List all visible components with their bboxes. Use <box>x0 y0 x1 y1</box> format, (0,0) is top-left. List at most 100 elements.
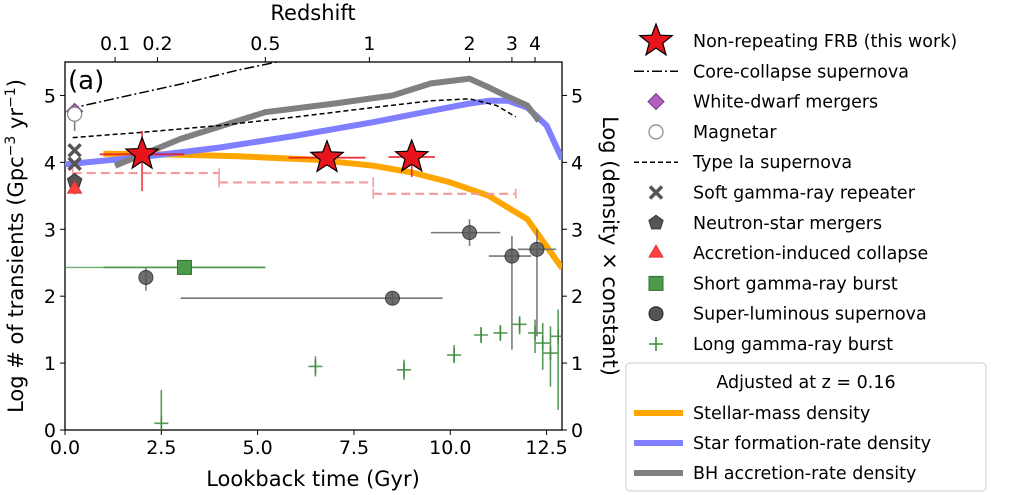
lgrb-point-2 <box>308 359 323 374</box>
slsn-point-2 <box>384 290 400 306</box>
y-right-tick-label-4: 3 <box>571 219 583 241</box>
y-tick-label-1: 0 <box>44 420 56 442</box>
panel-label: (a) <box>68 66 104 96</box>
legend-label-frb: Non-repeating FRB (this work) <box>693 32 957 52</box>
legend-item-aic: Accretion-induced collapse <box>648 244 928 264</box>
legend-item-frb: Non-repeating FRB (this work) <box>638 22 957 57</box>
legend-label-lgrb: Long gamma-ray burst <box>693 335 893 355</box>
legend-item-lgrb: Long gamma-ray burst <box>649 335 893 355</box>
legend-item-sgrb: Short gamma-ray burst <box>648 274 898 294</box>
legend-marker-sgr <box>648 185 664 200</box>
frb-range-2 <box>218 177 374 188</box>
y-tick-label-5: 4 <box>44 152 56 174</box>
legend-label-mag: Magnetar <box>693 123 777 143</box>
sgr-point-1 <box>67 143 82 158</box>
lgrb-point-6 <box>493 325 508 340</box>
x-tick-label-2: 2.5 <box>146 437 176 459</box>
legend: Non-repeating FRB (this work) Core-collap… <box>634 22 957 355</box>
legend-label-wd: White-dwarf mergers <box>693 93 878 113</box>
lgrb-point-11 <box>551 329 562 344</box>
slsn-point-3 <box>462 225 478 241</box>
y-right-tick-label-2: 1 <box>571 353 583 375</box>
lgrb-point-3 <box>397 362 412 377</box>
top-tick-label-1: 0.1 <box>100 33 130 55</box>
y-tick-label-2: 1 <box>44 353 56 375</box>
y-tick-label-4: 3 <box>44 219 56 241</box>
legend-item-ccsn: Core-collapse supernova <box>634 62 909 82</box>
legend-label-aic: Accretion-induced collapse <box>693 244 928 264</box>
legend-label-sgr: Soft gamma-ray repeater <box>693 184 916 204</box>
legend-label-slsn: Super-luminous supernova <box>693 305 927 325</box>
legend-marker-sgrb <box>648 275 664 291</box>
y-right-tick-label-5: 4 <box>571 152 583 174</box>
slsn-point-5 <box>529 241 545 257</box>
legend-item-slsn: Super-luminous supernova <box>648 305 927 325</box>
x-tick-label-4: 7.5 <box>339 437 369 459</box>
density-legend-title: Adjusted at z = 0.16 <box>716 373 895 393</box>
y-right-tick-label-6: 5 <box>571 85 583 107</box>
x-tick-label-5: 10.0 <box>429 437 471 459</box>
density-legend-label-bhard: BH accretion-rate density <box>693 464 916 484</box>
lgrb-point-9 <box>535 336 550 351</box>
top-tick-label-7: 4 <box>529 33 541 55</box>
legend-item-sgr: Soft gamma-ray repeater <box>648 184 916 204</box>
aic-point-1 <box>66 180 83 194</box>
y-tick-label-6: 5 <box>44 85 56 107</box>
legend-marker-lgrb <box>649 337 663 351</box>
sgr-point-2 <box>67 156 82 171</box>
y-axis-label-right: Log (density × constant) <box>598 116 622 376</box>
lgrb-point-8 <box>528 325 543 340</box>
density-legend-box <box>625 362 987 492</box>
y-axis-label-left: Log # of transients (Gpc−3 yr−1) <box>3 79 28 413</box>
density-legend-item-bhard: BH accretion-rate density <box>634 464 916 484</box>
frb-point-2 <box>309 138 345 173</box>
top-tick-label-4: 1 <box>363 33 375 55</box>
plot-frame <box>64 61 563 431</box>
legend-label-ccsn: Core-collapse supernova <box>693 62 909 82</box>
slsn-point-1 <box>138 269 154 285</box>
legend-label-ns: Neutron-star mergers <box>693 214 882 234</box>
lgrb-point-7 <box>512 317 527 332</box>
mag-point-1 <box>67 106 83 122</box>
lgrb-point-1 <box>154 416 169 430</box>
y-right-tick-label-1: 0 <box>571 420 583 442</box>
y-right-tick-label-3: 2 <box>571 286 583 308</box>
top-tick-label-5: 2 <box>463 33 475 55</box>
legend-label-sgrb: Short gamma-ray burst <box>693 274 898 294</box>
x-tick-label-6: 12.5 <box>525 437 567 459</box>
series-line-ccsn <box>68 62 278 110</box>
top-tick-label-3: 0.5 <box>250 33 280 55</box>
lgrb-point-5 <box>474 327 489 342</box>
density-legend-item-sfrd: Star formation-rate density <box>634 434 931 454</box>
frb-point-3 <box>393 138 430 173</box>
density-legend-label-smd: Stellar-mass density <box>693 404 870 424</box>
frb-range-3 <box>372 188 517 199</box>
x-axis-label: Lookback time (Gyr) <box>206 467 420 491</box>
top-axis-label: Redshift <box>270 1 355 25</box>
top-tick-label-2: 0.2 <box>142 33 172 55</box>
series-line-bhard <box>113 75 542 169</box>
y-tick-label-3: 2 <box>44 286 56 308</box>
series-line-smd <box>103 150 562 270</box>
legend-item-mag: Magnetar <box>648 123 777 143</box>
legend-item-wd: White-dwarf mergers <box>647 92 878 113</box>
legend-item-ns: Neutron-star mergers <box>648 214 882 234</box>
density-legend: Adjusted at z = 0.16 Stellar-mass densit… <box>625 362 987 492</box>
legend-marker-ns <box>648 214 664 230</box>
density-legend-label-sfrd: Star formation-rate density <box>693 434 931 454</box>
sgrb-point-1 <box>176 259 192 275</box>
slsn-point-4 <box>504 248 520 264</box>
frb-point-1 <box>124 135 160 170</box>
x-tick-label-3: 5.0 <box>243 437 273 459</box>
lgrb-point-10 <box>543 346 558 361</box>
legend-marker-wd <box>647 92 665 111</box>
x-tick-label-1: 0.0 <box>50 437 80 459</box>
series-line-ia <box>72 98 517 139</box>
density-legend-item-smd: Stellar-mass density <box>634 404 870 424</box>
legend-marker-frb <box>638 22 674 57</box>
legend-marker-aic <box>648 244 664 258</box>
top-tick-label-6: 3 <box>506 33 518 55</box>
legend-marker-mag <box>648 124 664 140</box>
legend-label-ia: Type Ia supernova <box>692 153 852 173</box>
